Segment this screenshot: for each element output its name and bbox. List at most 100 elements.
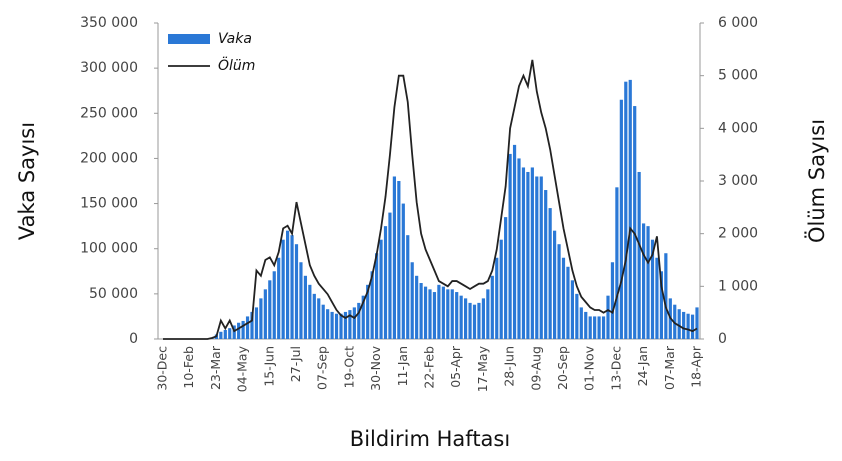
bar xyxy=(326,309,330,339)
bar xyxy=(544,190,548,339)
bar xyxy=(348,310,352,339)
bar xyxy=(370,271,374,339)
bar xyxy=(597,316,601,339)
bar xyxy=(272,271,276,339)
x-tick-label: 01-Nov xyxy=(582,345,597,390)
bar xyxy=(317,298,321,339)
bar xyxy=(557,244,561,339)
bar xyxy=(303,275,307,339)
bar xyxy=(259,298,263,339)
bar xyxy=(419,283,423,339)
y-tick-label: 50 000 xyxy=(89,286,138,302)
bar xyxy=(388,212,392,339)
bar xyxy=(499,239,503,339)
bar xyxy=(548,208,552,339)
bar xyxy=(432,292,437,339)
legend-label: Vaka xyxy=(218,31,252,47)
bar xyxy=(383,226,388,339)
bar xyxy=(223,329,227,339)
x-tick-label: 22-Feb xyxy=(422,346,437,389)
bar xyxy=(481,298,485,339)
x-tick-label: 04-May xyxy=(235,345,250,392)
bar xyxy=(512,144,517,339)
bar xyxy=(664,253,668,339)
x-tick-label: 13-Dec xyxy=(608,346,623,391)
bar xyxy=(477,302,481,339)
bar xyxy=(561,257,566,339)
bar xyxy=(526,171,530,339)
x-tick-label: 07-Mar xyxy=(662,345,677,390)
x-axis-title: Bildirim Haftası xyxy=(350,427,510,451)
bar xyxy=(428,289,432,339)
x-tick-label: 10-Feb xyxy=(181,346,196,389)
y-tick-label: 250 000 xyxy=(80,105,138,121)
bar xyxy=(517,158,521,339)
bar xyxy=(624,81,628,339)
x-tick-label: 28-Jun xyxy=(502,346,517,387)
bar xyxy=(695,307,699,339)
bar xyxy=(219,331,223,339)
bar xyxy=(642,223,646,339)
bar xyxy=(410,262,414,339)
bar xyxy=(268,280,272,339)
bar xyxy=(508,153,512,339)
bar xyxy=(277,257,281,339)
bar xyxy=(228,328,232,339)
y-tick-label: 300 000 xyxy=(80,60,138,76)
x-tick-label: 11-Jan xyxy=(395,346,410,386)
x-tick-label: 23-Mar xyxy=(208,345,223,390)
bar xyxy=(655,257,659,339)
bar xyxy=(682,311,686,339)
bar xyxy=(686,313,690,339)
bar xyxy=(375,253,379,339)
bar xyxy=(570,280,574,339)
line xyxy=(163,59,698,340)
bar xyxy=(334,313,339,339)
bar xyxy=(263,289,267,339)
bar xyxy=(294,244,299,339)
bar xyxy=(366,284,370,339)
bar xyxy=(530,167,534,339)
bar xyxy=(330,311,334,339)
bar xyxy=(633,106,637,339)
y-tick-label: 200 000 xyxy=(80,150,138,166)
bar xyxy=(455,292,459,339)
y2-tick-label: 2 000 xyxy=(718,226,758,242)
bar xyxy=(610,262,615,339)
bar xyxy=(397,181,401,339)
bar xyxy=(237,322,241,339)
legend-label: Ölüm xyxy=(218,56,255,74)
y2-tick-label: 3 000 xyxy=(718,173,758,189)
bar xyxy=(472,304,477,339)
bar xyxy=(321,304,325,339)
bar xyxy=(495,257,499,339)
bar xyxy=(464,298,468,339)
bar xyxy=(593,316,597,339)
bar xyxy=(446,289,450,339)
bar xyxy=(441,286,445,339)
bar xyxy=(539,176,543,339)
bar xyxy=(232,325,236,339)
bar xyxy=(437,284,441,339)
bar xyxy=(423,286,428,339)
bar xyxy=(290,235,294,339)
bar xyxy=(619,99,623,339)
bar xyxy=(690,314,695,339)
bar xyxy=(659,271,663,339)
bar xyxy=(650,239,655,339)
bar xyxy=(343,311,348,339)
y2-tick-label: 6 000 xyxy=(718,15,758,31)
bar xyxy=(299,262,303,339)
legend-swatch xyxy=(168,34,210,44)
bar xyxy=(553,230,557,339)
x-tick-label: 30-Dec xyxy=(155,346,170,391)
bar xyxy=(588,316,592,339)
bar xyxy=(308,284,312,339)
bar xyxy=(468,302,472,339)
bar xyxy=(241,320,245,339)
bar xyxy=(490,275,494,339)
bar xyxy=(361,295,365,339)
bar xyxy=(392,176,396,339)
bar xyxy=(401,203,405,339)
